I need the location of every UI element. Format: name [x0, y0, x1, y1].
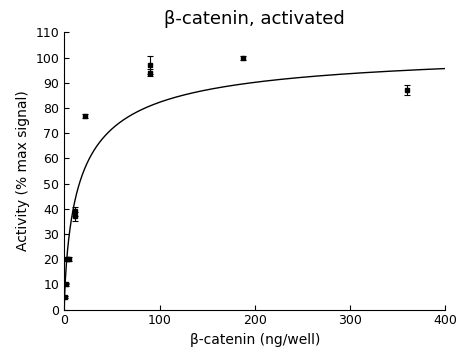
X-axis label: β-catenin (ng/well): β-catenin (ng/well): [190, 333, 320, 347]
Y-axis label: Activity (% max signal): Activity (% max signal): [16, 91, 30, 251]
Title: β-catenin, activated: β-catenin, activated: [164, 10, 345, 28]
